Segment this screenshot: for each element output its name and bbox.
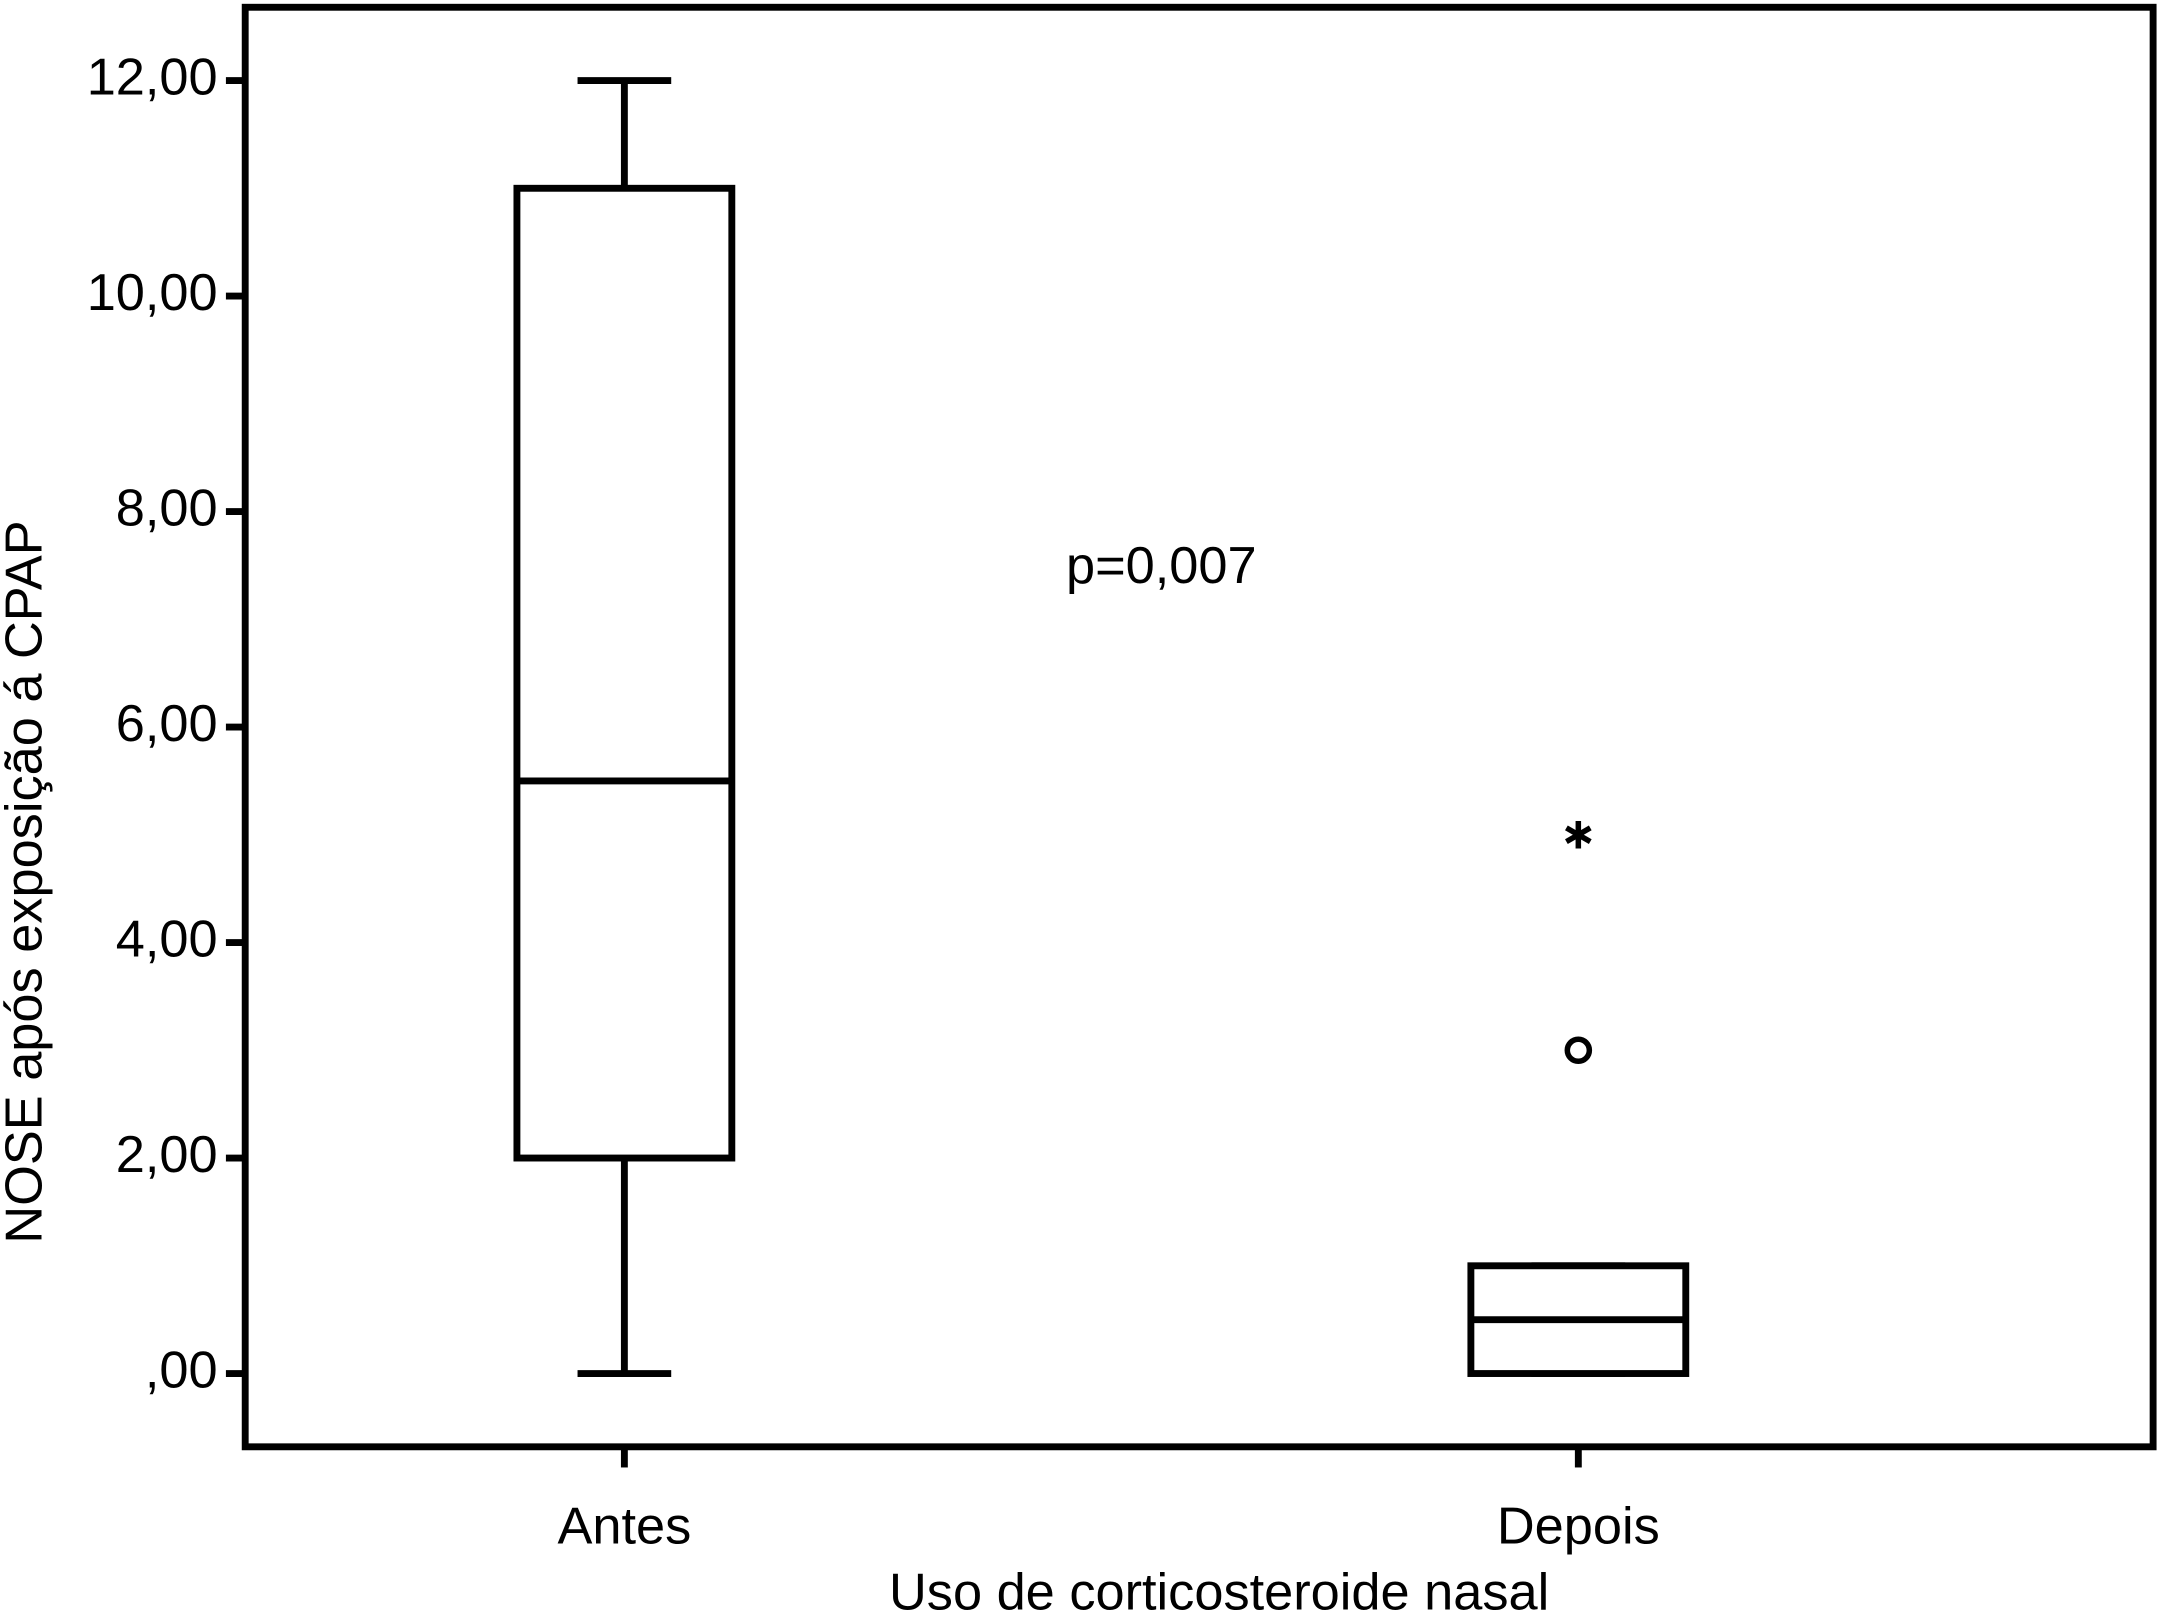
extreme: [1565, 821, 1592, 849]
y-tick-label: 8,00: [116, 479, 218, 537]
y-tick-label: 2,00: [116, 1126, 218, 1184]
outlier: [1564, 1036, 1593, 1065]
x-axis-label: Uso de corticosteroide nasal: [889, 1563, 1549, 1618]
x-tick-label: Antes: [557, 1497, 691, 1555]
y-tick-label: 4,00: [116, 910, 218, 968]
y-tick-label: ,00: [145, 1341, 218, 1399]
y-tick-label: 6,00: [116, 695, 218, 753]
box: [513, 184, 736, 1162]
x-tick-label: Depois: [1497, 1497, 1660, 1555]
annotation: p=0,007: [1066, 537, 1257, 595]
y-tick-label: 12,00: [87, 48, 218, 106]
y-tick-label: 10,00: [87, 264, 218, 322]
y-axis-label: NOSE após exposição á CPAP: [0, 520, 53, 1243]
